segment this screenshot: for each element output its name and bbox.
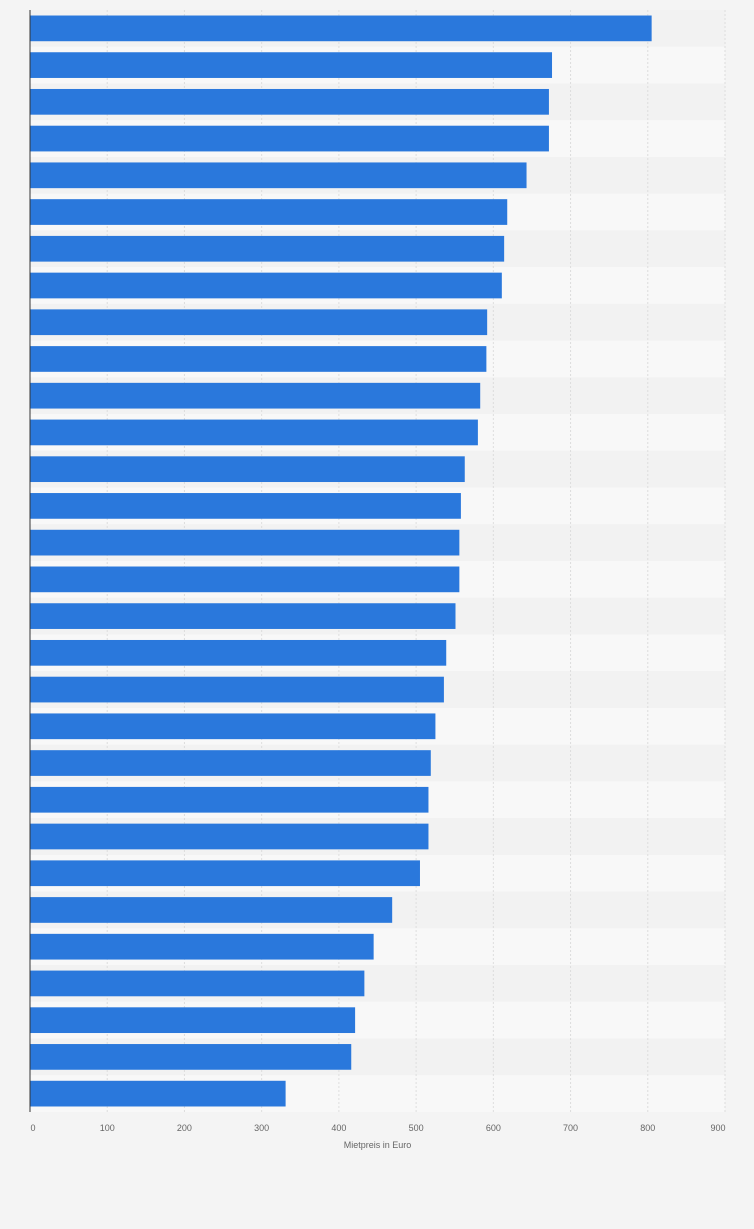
bar [30,750,431,776]
bar [30,933,374,960]
x-axis-title: Mietpreis in Euro [344,1140,412,1150]
bar [30,676,444,703]
bar [30,419,478,446]
bar [30,456,465,483]
x-tick-label: 0 [30,1123,35,1133]
bar [30,346,487,372]
bar [30,639,447,666]
bar [30,382,481,409]
bar [30,897,393,923]
bar [30,199,508,225]
bar [30,15,652,42]
x-tick-label: 200 [177,1123,192,1133]
bar [30,529,460,556]
bar [30,1007,356,1034]
bar [30,162,527,189]
x-tick-label: 300 [254,1123,269,1133]
bar [30,713,436,740]
x-tick-label: 900 [710,1123,725,1133]
x-tick-label: 700 [563,1123,578,1133]
bar [30,970,365,997]
bar [30,493,461,519]
bar [30,272,502,299]
bar [30,1080,286,1107]
bar [30,603,456,629]
x-tick-label: 400 [331,1123,346,1133]
bar [30,823,429,850]
bar [30,1044,352,1070]
bar [30,52,553,78]
bar [30,309,488,336]
x-axis-ticks: 0 100 200 300 400 500 600 700 800 900 [30,1123,725,1133]
bar [30,125,549,152]
x-tick-label: 600 [486,1123,501,1133]
x-tick-label: 800 [640,1123,655,1133]
x-tick-label: 100 [100,1123,115,1133]
x-tick-label: 500 [409,1123,424,1133]
bar [30,786,429,813]
bar [30,235,505,262]
bar [30,566,460,593]
bar [30,88,549,115]
bar [30,860,420,887]
bars [30,15,652,1107]
